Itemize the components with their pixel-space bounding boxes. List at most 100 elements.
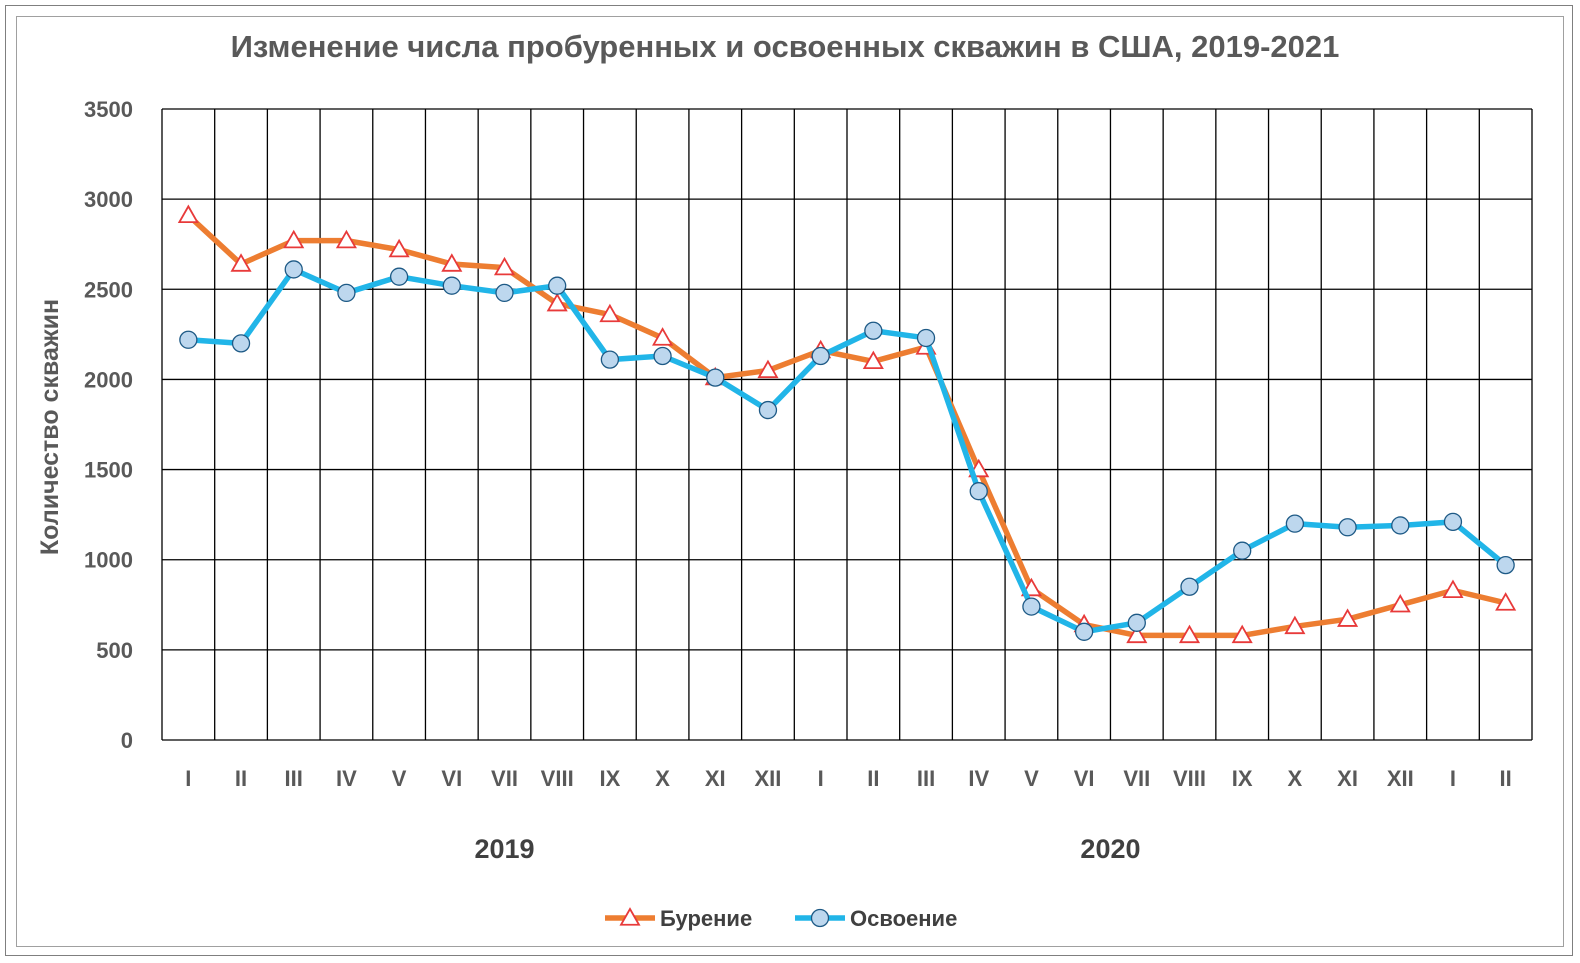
point-Освоение-20 <box>1233 541 1252 560</box>
year-labels: 2019 2020 <box>474 834 1140 864</box>
series-line-Бурение <box>185 212 1509 639</box>
point-Освоение-4 <box>389 267 409 286</box>
point-Бурение-20 <box>1231 624 1253 644</box>
point-Бурение-0 <box>177 204 199 224</box>
point-Освоение-23 <box>1391 516 1410 535</box>
x-tick-label: VIII <box>541 766 574 791</box>
series-Бурение <box>177 204 1517 644</box>
y-tick-label: 2000 <box>84 367 133 392</box>
point-Освоение-13 <box>864 321 883 340</box>
legend-marker-Освоение <box>810 908 830 928</box>
x-tick-label: XI <box>705 766 726 791</box>
point-Освоение-1 <box>231 334 251 353</box>
point-Бурение-9 <box>652 327 674 346</box>
point-Бурение-5 <box>441 253 463 272</box>
y-tick-label: 3500 <box>84 97 133 122</box>
x-tick-label: X <box>655 766 670 791</box>
x-tick-label: IV <box>968 766 989 791</box>
point-Бурение-21 <box>1284 615 1306 635</box>
point-Освоение-14 <box>916 328 936 348</box>
point-Освоение-17 <box>1074 622 1094 641</box>
point-Освоение-7 <box>548 276 567 295</box>
x-tick-label: IX <box>599 766 620 791</box>
plot-grid <box>161 108 1533 741</box>
series-Освоение <box>179 260 1515 641</box>
y-tick-label: 3000 <box>84 187 133 212</box>
year-label: 2020 <box>1080 834 1140 864</box>
point-Бурение-25 <box>1495 592 1517 611</box>
point-Освоение-25 <box>1496 555 1515 575</box>
x-tick-label: II <box>1500 766 1512 791</box>
x-tick-label: II <box>235 766 247 791</box>
point-Освоение-22 <box>1338 518 1357 537</box>
x-tick-label: III <box>917 766 935 791</box>
series-layer <box>177 204 1517 644</box>
point-Бурение-4 <box>388 238 410 258</box>
point-Бурение-8 <box>599 303 621 323</box>
y-axis-label: Количество скважин <box>36 299 64 555</box>
x-tick-label: V <box>392 766 407 791</box>
point-Бурение-7 <box>546 292 568 312</box>
x-tick-label: XI <box>1337 766 1358 791</box>
y-tick-label: 500 <box>96 638 133 663</box>
legend: Бурение Освоение <box>605 906 957 931</box>
x-tick-label: X <box>1288 766 1303 791</box>
legend-marker-Бурение <box>619 907 641 926</box>
x-tick-label: VIII <box>1173 766 1206 791</box>
point-Освоение-5 <box>442 276 461 295</box>
x-tick-label: VI <box>441 766 462 791</box>
point-Освоение-15 <box>969 482 988 501</box>
point-Освоение-19 <box>1180 577 1199 596</box>
point-Бурение-2 <box>283 229 305 249</box>
x-tick-label: II <box>867 766 879 791</box>
x-tick-label: XII <box>1387 766 1414 791</box>
point-Освоение-9 <box>653 346 672 366</box>
point-Бурение-13 <box>862 350 884 370</box>
point-Бурение-6 <box>493 256 516 276</box>
point-Освоение-11 <box>758 400 778 420</box>
point-Бурение-3 <box>335 229 357 249</box>
point-Бурение-24 <box>1442 579 1464 599</box>
y-tick-label: 2500 <box>84 277 133 302</box>
point-Бурение-22 <box>1337 608 1359 627</box>
x-tick-label: V <box>1024 766 1039 791</box>
x-tick-label: III <box>285 766 303 791</box>
x-tick-label: IV <box>336 766 357 791</box>
x-tick-label: VII <box>491 766 518 791</box>
point-Бурение-19 <box>1178 624 1201 644</box>
point-Бурение-11 <box>757 359 779 379</box>
year-label: 2019 <box>474 834 534 864</box>
point-Освоение-2 <box>284 260 303 279</box>
x-axis-ticks: I II III IV V VI VII VIII IX X XI XII I II III IV V VI VII… <box>185 766 1511 791</box>
point-Бурение-1 <box>230 253 252 272</box>
point-Освоение-6 <box>495 283 514 303</box>
chart-inner-border <box>16 16 1564 947</box>
x-tick-label: XII <box>755 766 782 791</box>
y-tick-label: 1500 <box>84 458 133 483</box>
point-Освоение-16 <box>1022 597 1041 616</box>
point-Освоение-12 <box>811 346 830 366</box>
point-Освоение-24 <box>1443 512 1463 532</box>
y-tick-label: 1000 <box>84 548 133 573</box>
point-Освоение-18 <box>1127 613 1146 632</box>
y-axis-ticks: 0 500 1000 1500 2000 2500 3000 3500 <box>84 97 133 753</box>
legend-label-Освоение: Освоение <box>850 906 957 931</box>
point-Освоение-3 <box>337 283 356 303</box>
y-tick-label: 0 <box>121 728 133 753</box>
x-tick-label: I <box>1450 766 1456 791</box>
chart-frame <box>5 5 1573 956</box>
x-tick-label: IX <box>1232 766 1253 791</box>
point-Освоение-0 <box>179 330 198 349</box>
x-tick-label: I <box>818 766 824 791</box>
x-tick-label: VI <box>1074 766 1095 791</box>
point-Бурение-18 <box>1126 624 1148 644</box>
chart-title: Изменение числа пробуренных и освоенных … <box>231 29 1340 64</box>
x-tick-label: VII <box>1123 766 1150 791</box>
point-Бурение-23 <box>1389 593 1411 613</box>
x-tick-label: I <box>185 766 191 791</box>
legend-label-Бурение: Бурение <box>660 906 752 931</box>
point-Освоение-8 <box>600 350 620 369</box>
point-Освоение-21 <box>1285 514 1305 533</box>
point-Освоение-10 <box>706 368 725 387</box>
